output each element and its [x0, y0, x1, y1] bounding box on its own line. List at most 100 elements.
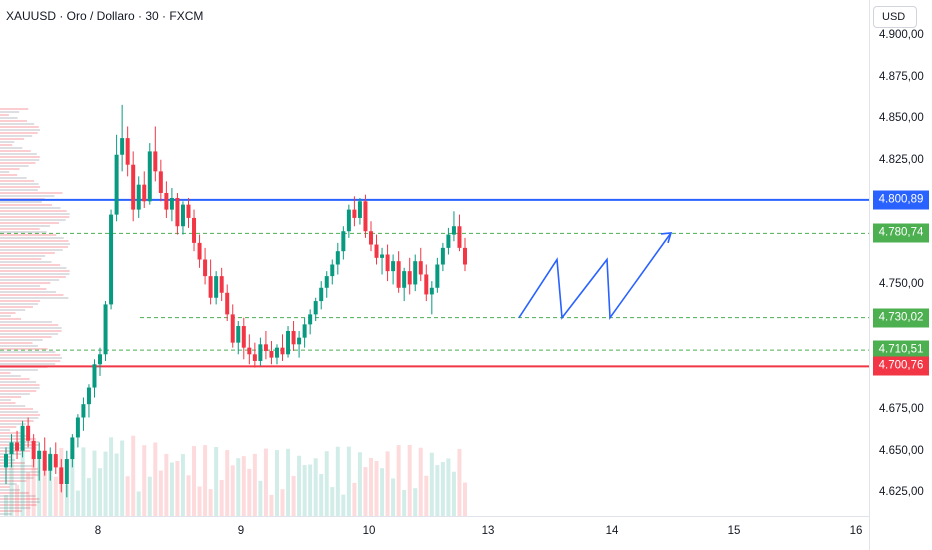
- candle-body: [280, 347, 285, 355]
- candle-body: [341, 231, 346, 252]
- candle-body: [9, 442, 14, 455]
- volume-profile-bar: [0, 201, 42, 203]
- candle-body: [297, 337, 302, 345]
- time-tick-label: 16: [849, 525, 863, 537]
- candle-body: [241, 326, 246, 348]
- volume-profile-bar: [0, 462, 25, 464]
- volume-profile-bar: [0, 195, 55, 197]
- volume-profile-bar: [0, 324, 59, 326]
- candle-body: [346, 209, 351, 232]
- volume-profile-bar: [0, 414, 40, 416]
- volume-bar: [363, 467, 368, 516]
- price-tick-label: 4.850,00: [879, 112, 924, 125]
- time-tick-label: 13: [481, 525, 495, 537]
- volume-profile-bar: [0, 303, 39, 305]
- volume-profile-bar: [0, 297, 69, 299]
- volume-bar: [131, 435, 136, 516]
- volume-profile-bar: [0, 474, 39, 476]
- price-label: 4.730,02: [873, 308, 929, 328]
- volume-profile-bar: [0, 276, 66, 278]
- candle-body: [186, 204, 191, 218]
- volume-bar: [368, 457, 373, 516]
- volume-profile-bar: [0, 381, 37, 383]
- time-tick-label: 10: [362, 525, 376, 537]
- candle-body: [42, 450, 47, 471]
- volume-bar: [208, 489, 213, 516]
- volume-profile-bar: [0, 111, 20, 113]
- candle-body: [247, 347, 252, 355]
- volume-profile-bar: [0, 309, 26, 311]
- volume-profile-bar: [0, 390, 37, 392]
- candle-body: [98, 354, 103, 365]
- candle-body: [92, 364, 97, 388]
- volume-profile-bar: [0, 507, 31, 509]
- volume-bar: [230, 465, 235, 516]
- candle-body: [440, 247, 445, 265]
- volume-profile-bar: [0, 132, 38, 134]
- volume-profile-bar: [0, 306, 34, 308]
- volume-bar: [109, 437, 114, 516]
- volume-profile-bar: [0, 345, 38, 347]
- price-label: 4.780,74: [873, 223, 929, 243]
- volume-profile-bar: [0, 498, 40, 500]
- volume-bar: [346, 446, 351, 516]
- volume-bar: [37, 459, 42, 516]
- candle-body: [263, 344, 268, 351]
- volume-profile-bar: [0, 210, 67, 212]
- volume-profile-bar: [0, 162, 36, 164]
- volume-bar: [402, 489, 407, 516]
- volume-bar: [451, 471, 456, 516]
- price-axis[interactable]: [869, 0, 932, 550]
- candle-body: [70, 437, 75, 460]
- candle-body: [169, 197, 174, 210]
- volume-profile-bar: [0, 318, 22, 320]
- volume-profile-bar: [0, 405, 26, 407]
- volume-bar: [280, 489, 285, 516]
- volume-bar: [142, 445, 147, 516]
- volume-bar: [241, 456, 246, 516]
- candle-body: [192, 217, 197, 243]
- volume-profile-bar: [0, 237, 64, 239]
- volume-bar: [440, 462, 445, 516]
- candle-body: [324, 276, 329, 288]
- candle-body: [418, 261, 423, 275]
- volume-profile-bar: [0, 330, 62, 332]
- candle-body: [59, 467, 64, 485]
- volume-bar: [313, 458, 318, 516]
- symbol-title[interactable]: XAUUSD · Oro / Dollaro · 30 · FXCM: [6, 9, 204, 23]
- candle-body: [109, 214, 114, 305]
- candle-body: [407, 271, 412, 285]
- volume-profile-bar: [0, 222, 59, 224]
- projection-path: [518, 232, 672, 321]
- volume-profile-bar: [0, 426, 17, 428]
- volume-profile-bar: [0, 150, 31, 152]
- candle-body: [180, 204, 185, 227]
- volume-bar: [186, 475, 191, 516]
- projection-arrow: [518, 231, 673, 321]
- candle-body: [208, 276, 213, 298]
- volume-profile-bar: [0, 213, 70, 215]
- volume-bar: [158, 470, 163, 516]
- volume-bar: [26, 472, 31, 516]
- volume-profile-bar: [0, 321, 52, 323]
- volume-profile-bar: [0, 267, 67, 269]
- candle-body: [302, 324, 307, 338]
- volume-bar: [42, 463, 47, 516]
- volume-profile-bar: [0, 477, 34, 479]
- volume-profile-bar: [0, 192, 63, 194]
- volume-bar: [286, 448, 291, 516]
- volume-profile-bar: [0, 327, 62, 329]
- candle-body: [363, 201, 368, 232]
- volume-bar: [435, 465, 440, 516]
- volume-bar: [203, 445, 208, 516]
- candle-body: [31, 440, 36, 460]
- volume-bar: [64, 484, 69, 516]
- volume-bar: [20, 448, 25, 516]
- volume-profile-bar: [0, 486, 10, 488]
- volume-profile-bar: [0, 375, 21, 377]
- price-label: 4.800,89: [873, 190, 929, 210]
- volume-profile-bar: [0, 123, 35, 125]
- currency-button[interactable]: USD: [873, 6, 917, 28]
- time-axis-line: [0, 516, 869, 517]
